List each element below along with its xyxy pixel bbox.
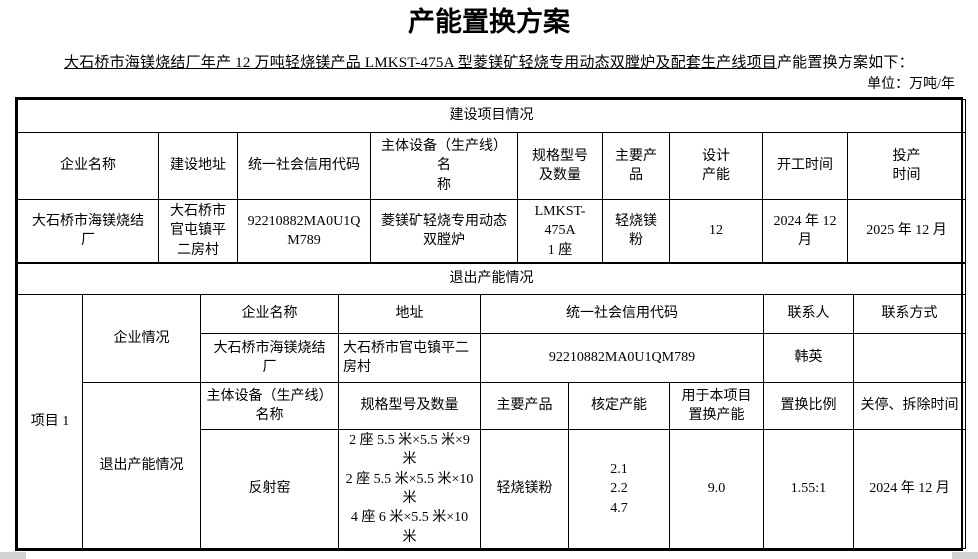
header-enterprise-name: 企业名称 — [17, 132, 159, 200]
cell-spec-model-quantity: LMKST-475A 1 座 — [517, 199, 603, 263]
header-start-date: 开工时间 — [762, 132, 848, 200]
exit-cell-address: 大石桥市官屯镇平二 房村 — [338, 333, 481, 383]
subtitle-underlined-text: 大石桥市海镁烧结厂年产 12 万吨轻烧镁产品 LMKST-475A 型菱镁矿轻烧… — [64, 55, 777, 71]
header-spec-model-quantity: 规格型号 及数量 — [517, 132, 603, 200]
exit-header-main-equipment: 主体设备（生产线） 名称 — [200, 382, 339, 430]
construction-project-table: 建设项目情况 企业名称 建设地址 统一社会信用代码 主体设备（生产线）名 称 规… — [16, 99, 967, 263]
subtitle-rest-text: 产能置换方案如下： — [776, 55, 914, 71]
exit-cell-main-equipment: 反射窑 — [200, 429, 339, 549]
exit-cell-contact-method — [852, 333, 967, 383]
horizontal-scrollbar-left-fragment[interactable] — [0, 552, 26, 559]
construction-section-header: 建设项目情况 — [16, 99, 967, 133]
exit-header-address: 地址 — [338, 294, 481, 334]
exit-cell-spec-model-quantity: 2 座 5.5 米×5.5 米×9 米 2 座 5.5 米×5.5 米×10 米… — [338, 429, 481, 549]
exit-capacity-table: 退出产能情况 项目 1 企业情况 企业名称 地址 统一社会信用代码 联系人 联系… — [16, 263, 967, 549]
header-design-capacity: 设计 产能 — [669, 132, 763, 200]
cell-enterprise-name: 大石桥市海镁烧结 厂 — [17, 199, 159, 263]
exit-header-replacement-ratio: 置换比例 — [763, 382, 854, 430]
header-main-product: 主要产 品 — [602, 132, 670, 200]
exit-cell-credit-code: 92210882MA0U1QM789 — [480, 333, 764, 383]
cell-construction-address: 大石桥市 官屯镇平 二房村 — [158, 199, 238, 263]
exit-header-contact-method: 联系方式 — [852, 294, 967, 334]
exit-cell-shutdown-time: 2024 年 12 月 — [852, 429, 967, 549]
exit-header-contact-person: 联系人 — [763, 294, 854, 334]
subtitle: 大石桥市海镁烧结厂年产 12 万吨轻烧镁产品 LMKST-475A 型菱镁矿轻烧… — [64, 53, 958, 73]
exit-header-capacity-for-project: 用于本项目 置换产能 — [669, 382, 764, 430]
exit-cell-capacity-for-project: 9.0 — [669, 429, 764, 549]
exit-header-approved-capacity: 核定产能 — [568, 382, 670, 430]
horizontal-scrollbar-right-fragment[interactable] — [952, 552, 978, 559]
exit-header-spec-model-quantity: 规格型号及数量 — [338, 382, 481, 430]
exit-capacity-info-label: 退出产能情况 — [82, 382, 201, 549]
cell-start-date: 2024 年 12 月 — [762, 199, 848, 263]
header-credit-code: 统一社会信用代码 — [237, 132, 371, 200]
enterprise-info-label: 企业情况 — [82, 294, 201, 383]
cell-credit-code: 92210882MA0U1QM789 — [237, 199, 371, 263]
exit-cell-contact-person: 韩英 — [763, 333, 854, 383]
exit-cell-approved-capacity: 2.1 2.2 4.7 — [568, 429, 670, 549]
cell-main-product: 轻烧镁 粉 — [602, 199, 670, 263]
unit-note: 单位：万吨/年 — [867, 77, 955, 92]
exit-header-main-product: 主要产品 — [480, 382, 569, 430]
header-main-equipment: 主体设备（生产线）名 称 — [370, 132, 518, 200]
exit-cell-main-product: 轻烧镁粉 — [480, 429, 569, 549]
page-title: 产能置换方案 — [408, 7, 570, 37]
exit-header-enterprise-name: 企业名称 — [200, 294, 339, 334]
exit-cell-enterprise-name: 大石桥市海镁烧结 厂 — [200, 333, 339, 383]
cell-main-equipment: 菱镁矿轻烧专用动态 双膛炉 — [370, 199, 518, 263]
exit-header-shutdown-time: 关停、拆除时间 — [852, 382, 967, 430]
exit-section-header: 退出产能情况 — [16, 263, 967, 295]
cell-production-date: 2025 年 12 月 — [846, 199, 967, 263]
cell-design-capacity: 12 — [669, 199, 763, 263]
capacity-replacement-table: 建设项目情况 企业名称 建设地址 统一社会信用代码 主体设备（生产线）名 称 规… — [15, 97, 967, 551]
header-production-date: 投产 时间 — [846, 132, 967, 200]
exit-header-credit-code: 统一社会信用代码 — [480, 294, 764, 334]
project-label: 项目 1 — [17, 294, 83, 549]
exit-cell-replacement-ratio: 1.55:1 — [763, 429, 854, 549]
header-construction-address: 建设地址 — [158, 132, 238, 200]
